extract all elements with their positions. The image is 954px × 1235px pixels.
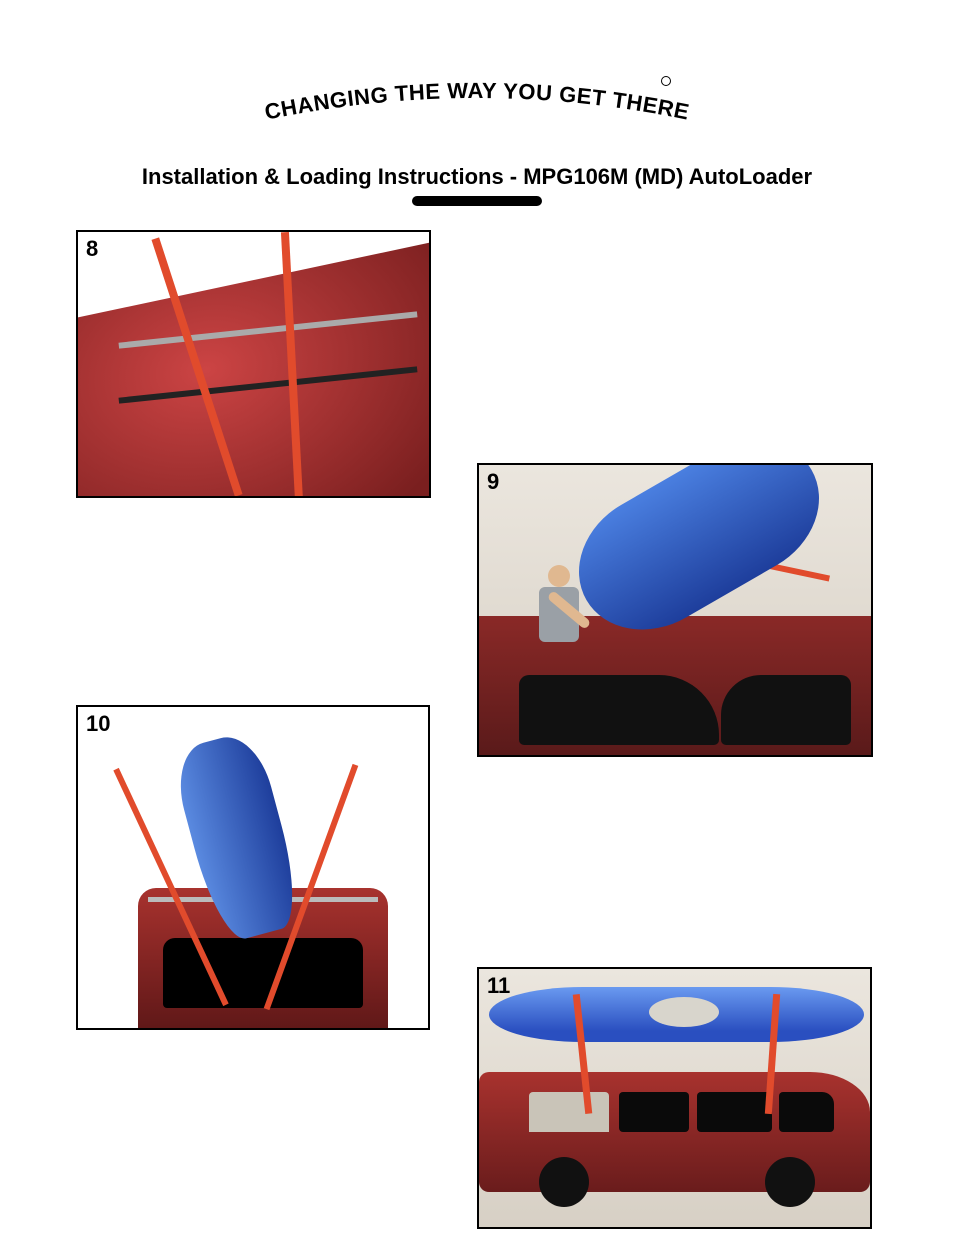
title-underline bbox=[412, 196, 542, 206]
kayak-cockpit bbox=[649, 997, 719, 1027]
figure-number: 10 bbox=[86, 711, 110, 737]
figure-number: 8 bbox=[86, 236, 98, 262]
page-title: Installation & Loading Instructions - MP… bbox=[0, 164, 954, 190]
figure-8-scene bbox=[78, 232, 429, 496]
header-tagline-arc: CHANGING THE WAY YOU GET THERE bbox=[0, 80, 954, 130]
car-window bbox=[779, 1092, 834, 1132]
figure-8: 8 bbox=[76, 230, 431, 498]
person-loading bbox=[534, 565, 584, 685]
figure-9: 9 bbox=[477, 463, 873, 757]
car-side-window bbox=[721, 675, 851, 745]
registered-ring-icon bbox=[661, 76, 671, 86]
car-wheel bbox=[765, 1157, 815, 1207]
figure-11: 11 bbox=[477, 967, 872, 1229]
figure-number: 9 bbox=[487, 469, 499, 495]
figure-number: 11 bbox=[487, 973, 510, 999]
tagline-text: CHANGING THE WAY YOU GET THERE bbox=[262, 80, 691, 125]
car-window bbox=[619, 1092, 689, 1132]
car-wheel bbox=[539, 1157, 589, 1207]
car-window bbox=[697, 1092, 772, 1132]
figure-11-scene bbox=[479, 969, 870, 1227]
car-rear-window bbox=[519, 675, 719, 745]
figure-9-scene bbox=[479, 465, 871, 755]
figure-10: 10 bbox=[76, 705, 430, 1030]
tagline-svg: CHANGING THE WAY YOU GET THERE bbox=[227, 80, 727, 130]
svg-text:CHANGING THE WAY YOU GET THERE: CHANGING THE WAY YOU GET THERE bbox=[262, 80, 691, 125]
car-windshield bbox=[529, 1092, 609, 1132]
car-rear-window bbox=[163, 938, 363, 1008]
person-head bbox=[548, 565, 570, 587]
figure-10-scene bbox=[78, 707, 428, 1028]
